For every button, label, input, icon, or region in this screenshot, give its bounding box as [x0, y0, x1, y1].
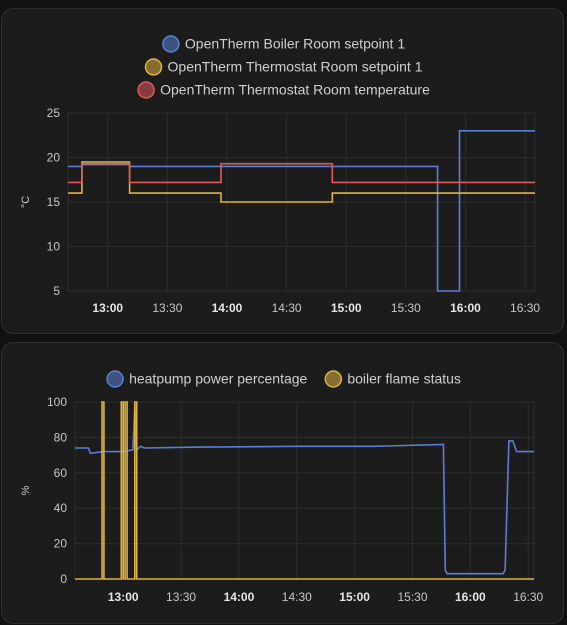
- y-tick-label: 20: [54, 537, 68, 551]
- y-axis-unit: °C: [20, 196, 32, 208]
- x-tick-label: 16:30: [510, 301, 540, 315]
- legend-swatch: [324, 370, 343, 388]
- y-tick-label: 40: [54, 501, 68, 515]
- legend-item-opentherm-boiler-room-setpoint-1[interactable]: OpenTherm Boiler Room setpoint 1: [162, 35, 405, 53]
- chart-legend: heatpump power percentage boiler flame st…: [106, 370, 461, 388]
- x-tick-label: 16:30: [513, 590, 543, 604]
- y-tick-label: 100: [47, 395, 67, 409]
- legend-swatch: [106, 370, 124, 388]
- x-tick-label: 14:30: [272, 301, 302, 315]
- legend-label: OpenTherm Boiler Room setpoint 1: [185, 36, 405, 52]
- legend-item-opentherm-thermostat-room-temperature[interactable]: OpenTherm Thermostat Room temperature: [137, 81, 430, 99]
- temperature-chart: OpenTherm Boiler Room setpoint 1 OpenTher…: [20, 35, 540, 315]
- series-line-opentherm-thermostat-room-temperature[interactable]: [68, 162, 535, 184]
- y-tick-label: 25: [47, 106, 61, 120]
- y-tick-label: 10: [47, 240, 61, 254]
- legend-swatch: [137, 81, 155, 99]
- x-tick-label: 15:30: [397, 590, 427, 604]
- x-tick-label: 16:00: [455, 590, 486, 604]
- x-tick-label: 13:30: [166, 590, 196, 604]
- y-tick-label: 80: [54, 430, 68, 444]
- x-tick-label: 16:00: [450, 301, 481, 315]
- x-tick-label: 13:00: [108, 590, 139, 604]
- temperature-chart-card: OpenTherm Boiler Room setpoint 1 OpenTher…: [1, 8, 564, 334]
- y-tick-label: 20: [47, 151, 61, 165]
- x-tick-label: 14:00: [224, 590, 255, 604]
- legend-item-boiler-flame-status[interactable]: boiler flame status: [324, 370, 461, 388]
- grid: [74, 401, 535, 580]
- y-tick-label: 15: [47, 195, 61, 209]
- x-tick-label: 13:00: [92, 301, 123, 315]
- x-tick-label: 15:00: [331, 301, 362, 315]
- grid: [67, 112, 536, 292]
- y-axis-unit: %: [20, 485, 32, 495]
- y-tick-label: 5: [53, 284, 60, 298]
- y-tick-label: 60: [54, 466, 68, 480]
- power-chart-card: heatpump power percentage boiler flame st…: [1, 342, 564, 624]
- legend-swatch: [162, 35, 180, 53]
- power-chart: heatpump power percentage boiler flame st…: [20, 370, 544, 604]
- x-tick-label: 14:30: [282, 590, 312, 604]
- series-line-heatpump-power-percentage[interactable]: [75, 405, 534, 575]
- x-tick-label: 14:00: [212, 301, 243, 315]
- chart-legend: OpenTherm Boiler Room setpoint 1 OpenTher…: [137, 35, 430, 99]
- x-tick-label: 15:00: [339, 590, 370, 604]
- legend-label: OpenTherm Thermostat Room temperature: [160, 82, 430, 98]
- x-tick-label: 13:30: [152, 301, 182, 315]
- legend-item-heatpump-power-percentage[interactable]: heatpump power percentage: [106, 370, 308, 388]
- x-tick-label: 15:30: [391, 301, 421, 315]
- legend-item-opentherm-thermostat-room-setpoint-1[interactable]: OpenTherm Thermostat Room setpoint 1: [144, 58, 423, 76]
- legend-label: heatpump power percentage: [129, 371, 307, 387]
- series-line-boiler-flame-status[interactable]: [75, 401, 534, 580]
- legend-label: OpenTherm Thermostat Room setpoint 1: [168, 59, 423, 75]
- legend-label: boiler flame status: [347, 371, 461, 387]
- y-tick-label: 0: [60, 572, 67, 586]
- legend-swatch: [144, 58, 163, 76]
